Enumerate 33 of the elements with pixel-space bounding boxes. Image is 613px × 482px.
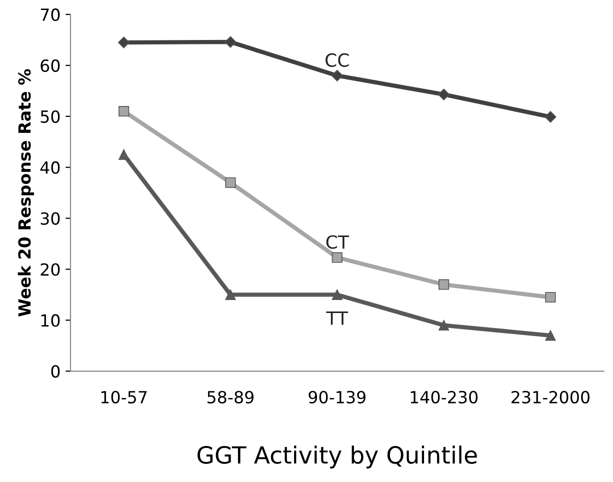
point [331,70,343,82]
y-tick-label: 0 [51,365,60,378]
y-tick-label: 70 [40,8,60,22]
point [118,149,130,160]
point [438,279,450,290]
series-label: CC [326,53,349,67]
point [438,320,450,331]
point [224,36,236,48]
y-tick-label: 30 [40,212,60,225]
point [225,289,236,300]
series-label: TT [326,312,348,325]
point [544,111,556,123]
y-tick-label: 50 [40,110,60,123]
y-tick-label: 40 [40,161,60,174]
y-tick-label: 20 [40,263,60,276]
y-axis-title: Week 20 Response Rate % [18,69,34,317]
point [545,330,556,341]
x-tick-label: 140-230 [410,390,478,404]
x-tick-label: 231-2000 [512,390,590,404]
point [118,36,130,48]
x-tick-label: 10-57 [101,390,147,404]
point [438,88,450,100]
point [332,252,342,263]
point [332,289,342,300]
y-tick-label: 10 [41,314,60,327]
point [225,177,236,188]
point [545,292,556,303]
series-label: CT [326,235,350,249]
x-axis-title: GGT Activity by Quintile [198,446,477,468]
x-tick-label: 90-139 [308,390,366,404]
point [118,106,130,117]
y-tick-label: 60 [40,59,60,72]
x-tick-label: 58-89 [208,390,254,404]
